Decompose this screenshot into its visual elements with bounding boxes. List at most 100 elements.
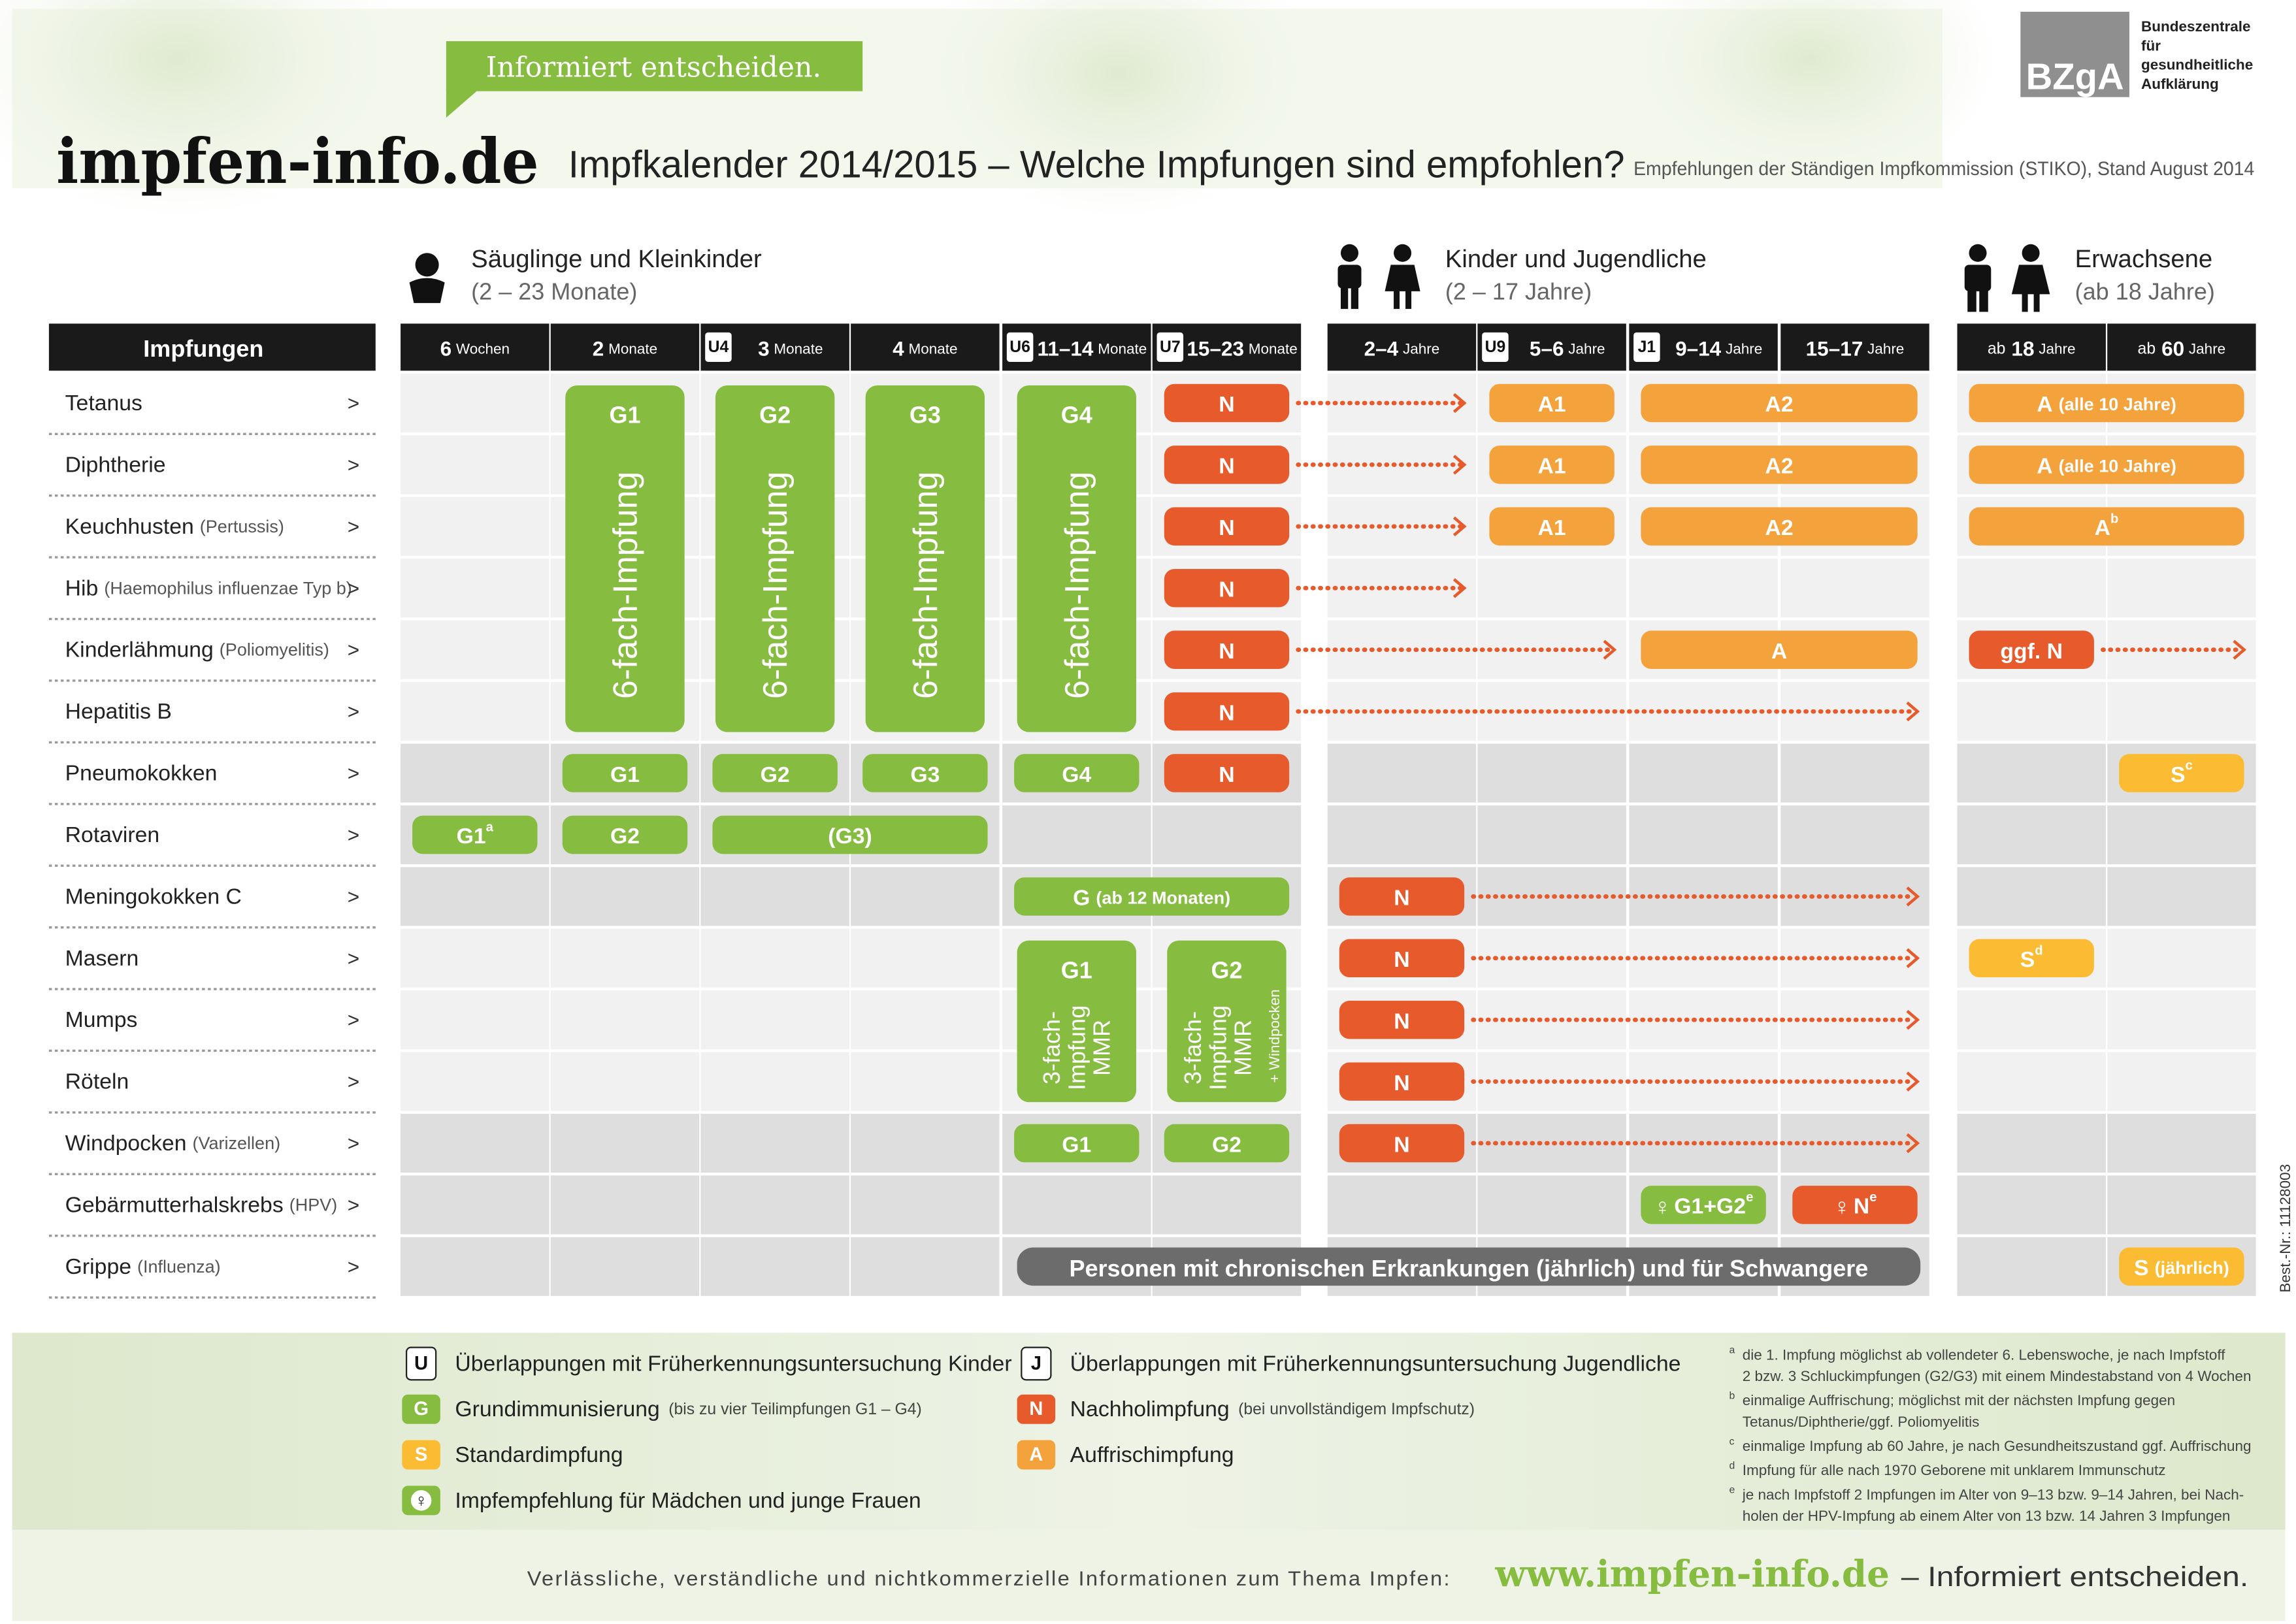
footnote-mark: b — [1729, 1390, 1735, 1401]
pill-label: S (jährlich) — [2134, 1256, 2229, 1280]
pill-label-part: N — [1854, 1194, 1869, 1219]
column-header-cell — [851, 323, 1000, 371]
pill-label-part: G1 — [610, 762, 640, 787]
column-header-part: Jahre — [1568, 340, 1605, 357]
block-label: G1 — [609, 402, 640, 429]
legend-text: Nachholimpfung (bei unvollständigem Impfs… — [1070, 1397, 1475, 1421]
pill-label: Sd — [2020, 944, 2043, 973]
grid-cell — [1780, 743, 1929, 803]
column-header-part: 15–17 — [1806, 337, 1863, 361]
row-arrow: > — [348, 515, 359, 538]
pill-label-part: G4 — [1062, 762, 1091, 787]
pill-label-part: N — [1219, 577, 1234, 602]
vaccine-pill — [1641, 1186, 1766, 1224]
block-label: G2 — [759, 402, 791, 429]
vaccine-name: Gebärmutterhalskrebs (HPV) — [65, 1192, 338, 1217]
grid-cell — [1002, 805, 1151, 864]
pill-label: N — [1394, 1009, 1409, 1033]
footnote-line: einmalige Auffrischung; möglichst mit de… — [1743, 1392, 2175, 1408]
column-header: ab 18 Jahre — [1988, 337, 2076, 361]
column-badge-text: U6 — [1009, 338, 1030, 356]
grid-cell — [401, 990, 549, 1050]
grid-cell — [1327, 743, 1477, 803]
pill-label-part: G2 — [1212, 1132, 1241, 1157]
vaccine-pill — [1339, 1000, 1465, 1039]
pill-label-part: A — [1771, 639, 1787, 664]
icon-adults — [1964, 244, 2050, 312]
vaccine-name-part: Kinderlähmung — [65, 638, 214, 662]
pill-label: N — [1219, 454, 1234, 479]
legend-key: U — [414, 1353, 428, 1374]
group-range: (ab 18 Jahre) — [2075, 278, 2215, 304]
legend-key: G — [414, 1399, 429, 1420]
legend-badge — [1021, 1346, 1052, 1381]
org-logo — [2020, 12, 2129, 97]
column-header: 2 Monate — [593, 337, 657, 361]
footer-url: www.impfen-info.de — [1494, 1552, 1889, 1595]
grid-cell — [401, 373, 549, 433]
vaccine-name-part: (Haemophilus influenzae Typ b) — [104, 578, 352, 598]
icon-baby — [409, 253, 445, 303]
block-text: 6-fach-Impfung — [606, 472, 644, 699]
arrow-head — [2233, 640, 2247, 660]
grid-cell — [1327, 805, 1477, 864]
pill-label-part: A — [2037, 454, 2052, 479]
row-arrow: > — [348, 453, 359, 476]
vaccine-pill — [1969, 446, 2244, 484]
grid-cell — [1957, 1237, 2106, 1296]
pill-label: (G3) — [828, 824, 872, 849]
grid-cell — [1477, 682, 1626, 741]
pill-label: A1 — [1538, 515, 1566, 540]
column-header-cell — [2107, 323, 2256, 371]
vaccine-pill — [1489, 507, 1615, 546]
column-header-cell — [550, 323, 700, 371]
block-text: 3-fach- — [1179, 1011, 1206, 1084]
grid-cell — [2107, 1113, 2256, 1173]
pill-label-part: A — [2095, 515, 2110, 540]
grid-cell — [700, 1237, 849, 1296]
column-header: 4 Monate — [893, 337, 957, 361]
pill-label-part: G — [1073, 886, 1090, 911]
vaccine-name: Meningokokken C — [65, 884, 242, 909]
grid-cell — [1957, 867, 2106, 926]
pill-label-part: N — [1219, 762, 1234, 787]
row-arrow: > — [348, 391, 359, 415]
pill-label-part: S — [2134, 1256, 2149, 1280]
pill-label: N — [1394, 947, 1409, 972]
footnote-line: einmalige Impfung ab 60 Jahre, je nach G… — [1743, 1438, 2252, 1454]
grid-cell — [2107, 990, 2256, 1050]
vaccine-name: Masern — [65, 946, 139, 971]
slogan-bubble — [446, 41, 863, 91]
vaccine-name-part: Meningokokken C — [65, 884, 242, 909]
legend-key: A — [1029, 1444, 1043, 1465]
grid-cell — [851, 990, 1000, 1050]
vaccine-name: Hib (Haemophilus influenzae Typ b) — [65, 576, 352, 600]
vaccine-name: Diphtherie — [65, 452, 166, 477]
vaccine-name: Röteln — [65, 1069, 129, 1094]
footnote-mark: d — [1729, 1460, 1735, 1471]
vaccine-name-part: Keuchhusten — [65, 514, 194, 539]
pill-label-part: A1 — [1538, 392, 1566, 417]
deco-blob — [1618, 0, 2001, 191]
block-label: G1 — [1061, 956, 1092, 983]
block-label: G2 — [1211, 956, 1242, 983]
vaccine-block — [565, 385, 685, 732]
column-header-part: 3 — [758, 337, 770, 361]
grid-cell — [700, 928, 849, 988]
row-arrow: > — [348, 1008, 359, 1031]
vaccine-name-part: Rotaviren — [65, 822, 160, 847]
column-header-cell — [401, 323, 549, 371]
grid-cell — [2107, 1175, 2256, 1235]
legend-text-part: Nachholimpfung — [1070, 1397, 1230, 1421]
vaccine-pill — [1339, 877, 1465, 916]
arrow-head — [1906, 948, 1920, 968]
pill-label-part: ggf. N — [2000, 639, 2063, 664]
grid-cell — [1152, 805, 1302, 864]
block-text: 3-fach- — [1038, 1011, 1065, 1084]
vaccine-pill — [862, 754, 988, 792]
vaccine-pill — [1792, 1186, 1918, 1224]
footnote-mark: a — [1729, 1345, 1735, 1356]
vaccine-name-part: Hepatitis B — [65, 699, 172, 724]
pill-label: ♀ G1+G2e — [1654, 1190, 1754, 1220]
group-title: Kinder und Jugendliche — [1445, 245, 1707, 273]
